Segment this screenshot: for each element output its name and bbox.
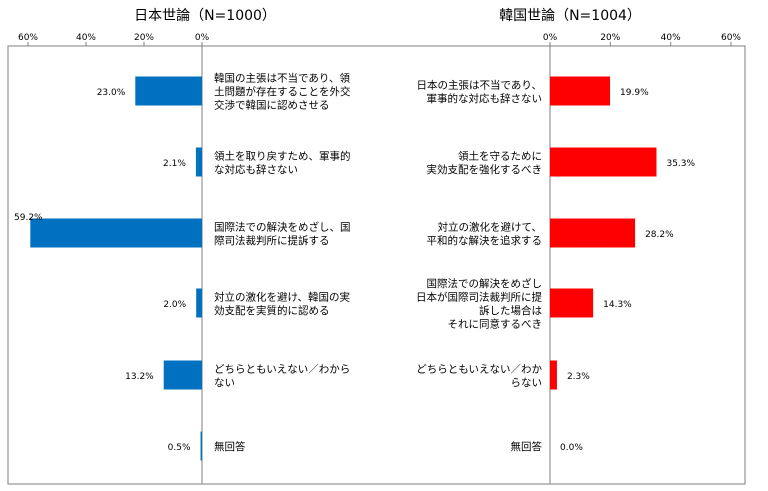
korea-category-label-line: 領土を守るために bbox=[458, 149, 542, 162]
korea-category-label-line: 日本の主張は不当であり、 bbox=[417, 78, 542, 91]
japan-value-label: 0.5% bbox=[168, 443, 191, 453]
korea-value-label: 2.3% bbox=[567, 372, 590, 382]
japan-category-label-line: ない bbox=[214, 377, 235, 389]
japan-tick-label: 0% bbox=[195, 33, 210, 43]
korea-category-label-line: 訴した場合は bbox=[479, 304, 542, 317]
japan-category-label-line: 無回答 bbox=[214, 440, 246, 453]
japan-tick-label: 40% bbox=[76, 33, 96, 43]
korea-bar bbox=[550, 76, 611, 106]
korea-category-label-line: らない bbox=[511, 377, 543, 389]
japan-tick-label: 60% bbox=[18, 33, 38, 43]
japan-category-label-line: 対立の激化を避け、韓国の実 bbox=[214, 290, 350, 303]
korea-tick-label: 40% bbox=[661, 33, 681, 43]
japan-bar bbox=[135, 76, 202, 106]
japan-bar bbox=[30, 218, 202, 248]
japan-category-label-line: 韓国の主張は不当であり、領 bbox=[214, 72, 350, 85]
plot-frame bbox=[7, 45, 746, 485]
japan-category-label-line: 効支配を実質的に認める bbox=[214, 304, 330, 317]
korea-category-label-line: 対立の激化を避けて、 bbox=[438, 220, 542, 233]
japan-value-label: 2.0% bbox=[163, 300, 186, 310]
japan-bar bbox=[195, 147, 202, 177]
korea-category-label-line: 実効支配を強化するべき bbox=[427, 163, 543, 176]
korea-value-label: 35.3% bbox=[666, 159, 695, 169]
korea-category-label-line: 国際法での解決をめざし bbox=[427, 277, 543, 290]
korea-bar bbox=[550, 360, 557, 390]
japan-category-label-line: 際司法裁判所に提訴する bbox=[214, 234, 330, 247]
japan-bar bbox=[200, 431, 202, 461]
japan-category-label-line: な対応も辞さない bbox=[214, 163, 298, 176]
korea-tick-label: 20% bbox=[600, 33, 620, 43]
japan-tick-label: 20% bbox=[134, 33, 154, 43]
korea-bar bbox=[550, 147, 657, 177]
korea-value-label: 0.0% bbox=[560, 443, 583, 453]
korea-tick-label: 0% bbox=[543, 33, 558, 43]
korea-value-label: 14.3% bbox=[603, 300, 632, 310]
korea-category-label-line: 軍事的な対応も辞さない bbox=[427, 92, 543, 105]
korea-category-label-line: 平和的な解決を追求する bbox=[427, 234, 543, 247]
japan-category-label-line: 領土を取り戻すため、軍事的 bbox=[214, 149, 351, 162]
japan-value-label: 59.2% bbox=[14, 213, 43, 223]
japan-category-label-line: どちらともいえない／わから bbox=[214, 363, 350, 375]
korea-category-label-line: それに同意するべき bbox=[448, 317, 543, 330]
japan-chart-title: 日本世論（N=1000） bbox=[134, 8, 276, 24]
japan-value-label: 2.1% bbox=[163, 159, 186, 169]
korea-bar bbox=[550, 288, 594, 318]
korea-category-label-line: 日本が国際司法裁判所に提 bbox=[416, 290, 542, 303]
korea-chart-title: 韓国世論（N=1004） bbox=[499, 8, 641, 24]
korea-tick-label: 60% bbox=[721, 33, 741, 43]
japan-category-label-line: 土問題が存在することを外交 bbox=[214, 85, 351, 98]
japan-category-label-line: 国際法での解決をめざし、国 bbox=[214, 220, 351, 233]
korea-bar bbox=[550, 218, 636, 248]
korea-category-label-line: 無回答 bbox=[511, 440, 543, 453]
korea-category-label-line: どちらともいえない／わか bbox=[416, 363, 542, 375]
japan-bar bbox=[163, 360, 202, 390]
japan-value-label: 23.0% bbox=[97, 88, 126, 98]
japan-value-label: 13.2% bbox=[125, 372, 154, 382]
japan-category-label-line: 交渉で韓国に認めさせる bbox=[214, 99, 330, 112]
korea-value-label: 19.9% bbox=[620, 88, 649, 98]
korea-value-label: 28.2% bbox=[645, 230, 674, 240]
japan-bar bbox=[196, 288, 202, 318]
